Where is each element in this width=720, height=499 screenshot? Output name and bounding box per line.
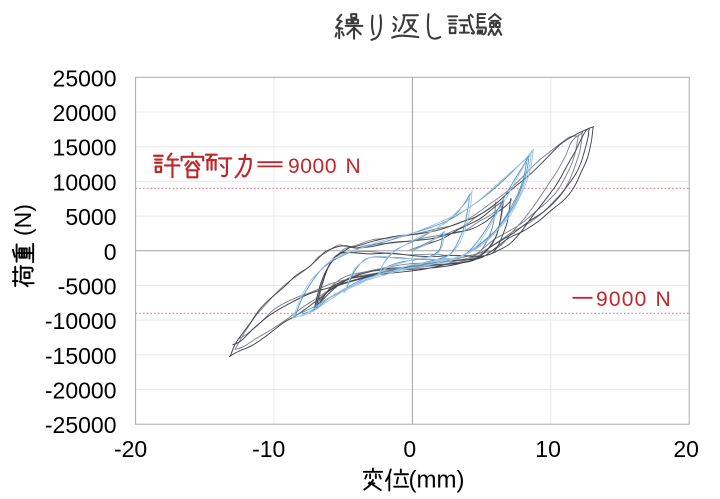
svg-text:N: N — [346, 155, 361, 178]
svg-text:20000: 20000 — [53, 100, 117, 126]
svg-text:25000: 25000 — [53, 65, 117, 91]
svg-text:10: 10 — [535, 436, 561, 462]
svg-text:-5000: -5000 — [58, 273, 117, 299]
svg-text:-20: -20 — [114, 436, 147, 462]
svg-text:9000: 9000 — [288, 155, 337, 178]
svg-text:9000: 9000 — [596, 288, 648, 311]
svg-text:-25000: -25000 — [45, 412, 117, 438]
svg-text:0: 0 — [403, 436, 416, 462]
svg-text:-10000: -10000 — [45, 308, 117, 334]
svg-text:20: 20 — [673, 436, 699, 462]
svg-text:0: 0 — [104, 239, 117, 265]
svg-text:-20000: -20000 — [45, 378, 117, 404]
svg-text:5000: 5000 — [65, 204, 116, 230]
svg-text:10000: 10000 — [53, 169, 117, 195]
svg-text:-10: -10 — [252, 436, 285, 462]
svg-text:N: N — [656, 288, 671, 311]
svg-text:(mm): (mm) — [409, 467, 465, 494]
svg-text:-15000: -15000 — [45, 343, 117, 369]
svg-text:(N): (N) — [10, 204, 36, 236]
svg-text:15000: 15000 — [53, 135, 117, 161]
